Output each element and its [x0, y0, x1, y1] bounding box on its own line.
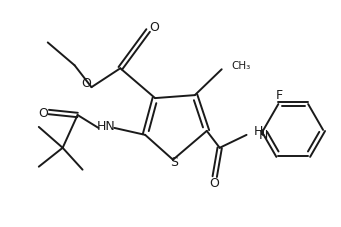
Text: O: O [149, 21, 159, 34]
Text: N: N [258, 129, 268, 142]
Text: CH₃: CH₃ [232, 61, 251, 71]
Text: F: F [276, 89, 283, 102]
Text: S: S [170, 156, 178, 169]
Text: H: H [253, 125, 263, 138]
Text: O: O [209, 177, 219, 190]
Text: HN: HN [97, 120, 116, 133]
Text: O: O [38, 106, 48, 119]
Text: O: O [81, 77, 91, 90]
